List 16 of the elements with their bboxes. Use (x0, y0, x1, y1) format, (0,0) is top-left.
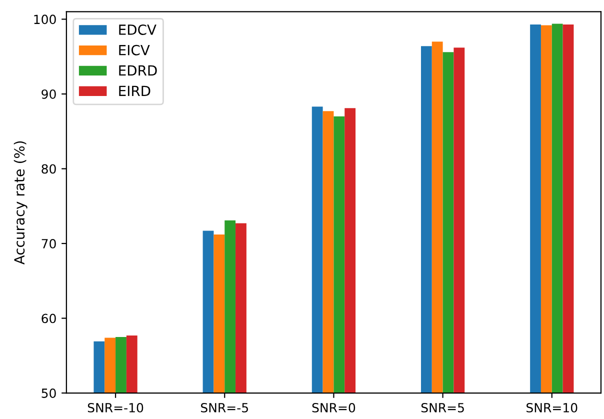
x-tick-label: SNR=-10 (88, 402, 144, 412)
x-tick-label: SNR=-5 (200, 402, 248, 412)
legend-label: EDCV (119, 24, 156, 35)
x-tick-label: SNR=5 (421, 402, 464, 412)
legend-label: EDRD (119, 65, 157, 76)
y-tick-label: 80 (42, 164, 56, 174)
x-tick-label: SNR=0 (312, 402, 356, 412)
y-tick-label: 50 (42, 388, 56, 398)
legend-label: EIRD (119, 86, 150, 96)
legend-label: EICV (119, 44, 150, 56)
y-tick-label: 60 (42, 314, 56, 324)
y-tick-label: 100 (34, 14, 56, 24)
y-tick-label: 90 (42, 89, 56, 99)
x-tick-label: SNR=10 (526, 402, 578, 412)
y-axis-title: Accuracy rate (%) (14, 141, 28, 265)
y-tick-label: 70 (42, 238, 56, 248)
